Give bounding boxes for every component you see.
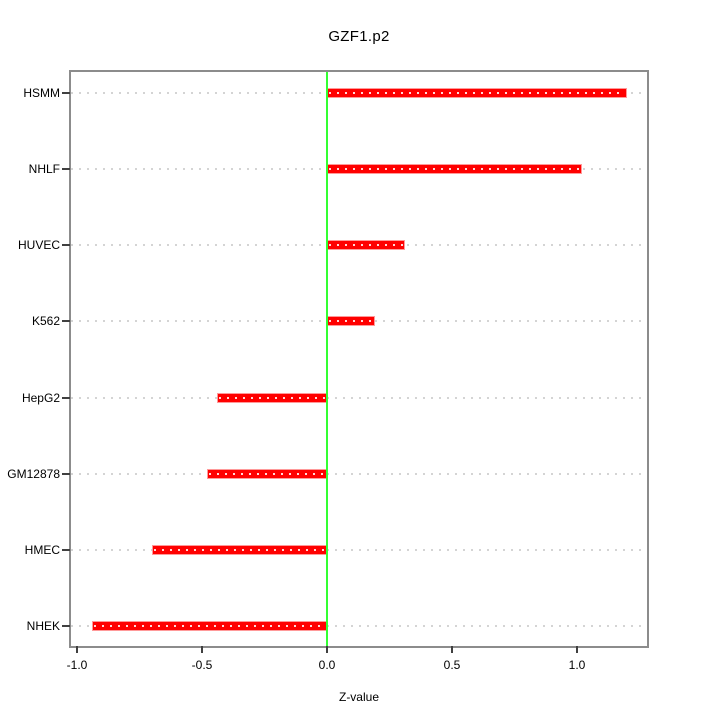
y-axis-tick	[62, 472, 70, 475]
y-axis-tick	[62, 625, 70, 627]
x-axis-tick-label: -1.0	[66, 658, 88, 672]
y-axis-tick	[62, 168, 70, 171]
bar-dot-pattern	[329, 320, 373, 323]
bar-hepg2	[217, 392, 327, 403]
gridline-hmec	[71, 548, 647, 551]
bar-dot-pattern	[329, 92, 625, 94]
x-axis-tick-label: -0.5	[191, 658, 213, 672]
plot-area	[69, 70, 649, 648]
x-axis-title: Z-value	[338, 690, 379, 704]
bar-k562	[327, 316, 375, 327]
x-axis-tick	[76, 646, 78, 653]
y-axis-tick	[62, 320, 70, 323]
bar-hmec	[152, 544, 327, 555]
chart-title: GZF1.p2	[328, 28, 390, 45]
zero-reference-line	[326, 72, 328, 646]
x-axis-tick-label: 0.0	[318, 658, 336, 672]
bar-dot-pattern	[209, 472, 325, 475]
bar-dot-pattern	[154, 548, 325, 551]
bar-dot-pattern	[219, 396, 325, 399]
bar-hsmm	[327, 88, 627, 98]
gridline-hepg2	[71, 396, 647, 399]
gridline-nhek	[71, 625, 647, 627]
y-axis-label-hepg2: HepG2	[21, 390, 60, 405]
x-axis-tick	[201, 646, 203, 653]
x-axis-tick	[451, 646, 453, 653]
y-axis-label-hmec: HMEC	[24, 542, 60, 557]
y-axis-label-gm12878: GM12878	[7, 466, 60, 481]
y-axis-label-k562: K562	[31, 314, 60, 329]
x-axis-tick-label: 0.5	[443, 658, 461, 672]
bar-dot-pattern	[329, 244, 403, 247]
y-axis-tick	[62, 244, 70, 247]
y-axis-label-nhek: NHEK	[26, 619, 60, 633]
bar-dot-pattern	[94, 625, 325, 627]
bar-huvec	[327, 240, 405, 251]
y-axis-tick	[62, 548, 70, 551]
x-axis-tick-label: 1.0	[568, 658, 586, 672]
y-axis-label-hsmm: HSMM	[23, 86, 60, 100]
y-axis-label-nhlf: NHLF	[28, 162, 60, 177]
x-axis-tick	[326, 646, 328, 653]
gridline-gm12878	[71, 472, 647, 475]
y-axis-tick	[62, 396, 70, 399]
y-axis-tick	[62, 92, 70, 94]
bar-nhlf	[327, 164, 582, 175]
y-axis-label-huvec: HUVEC	[17, 238, 60, 253]
bar-nhek	[92, 621, 327, 631]
bar-gm12878	[207, 468, 327, 479]
bar-dot-pattern	[329, 168, 580, 171]
x-axis-tick	[576, 646, 578, 653]
